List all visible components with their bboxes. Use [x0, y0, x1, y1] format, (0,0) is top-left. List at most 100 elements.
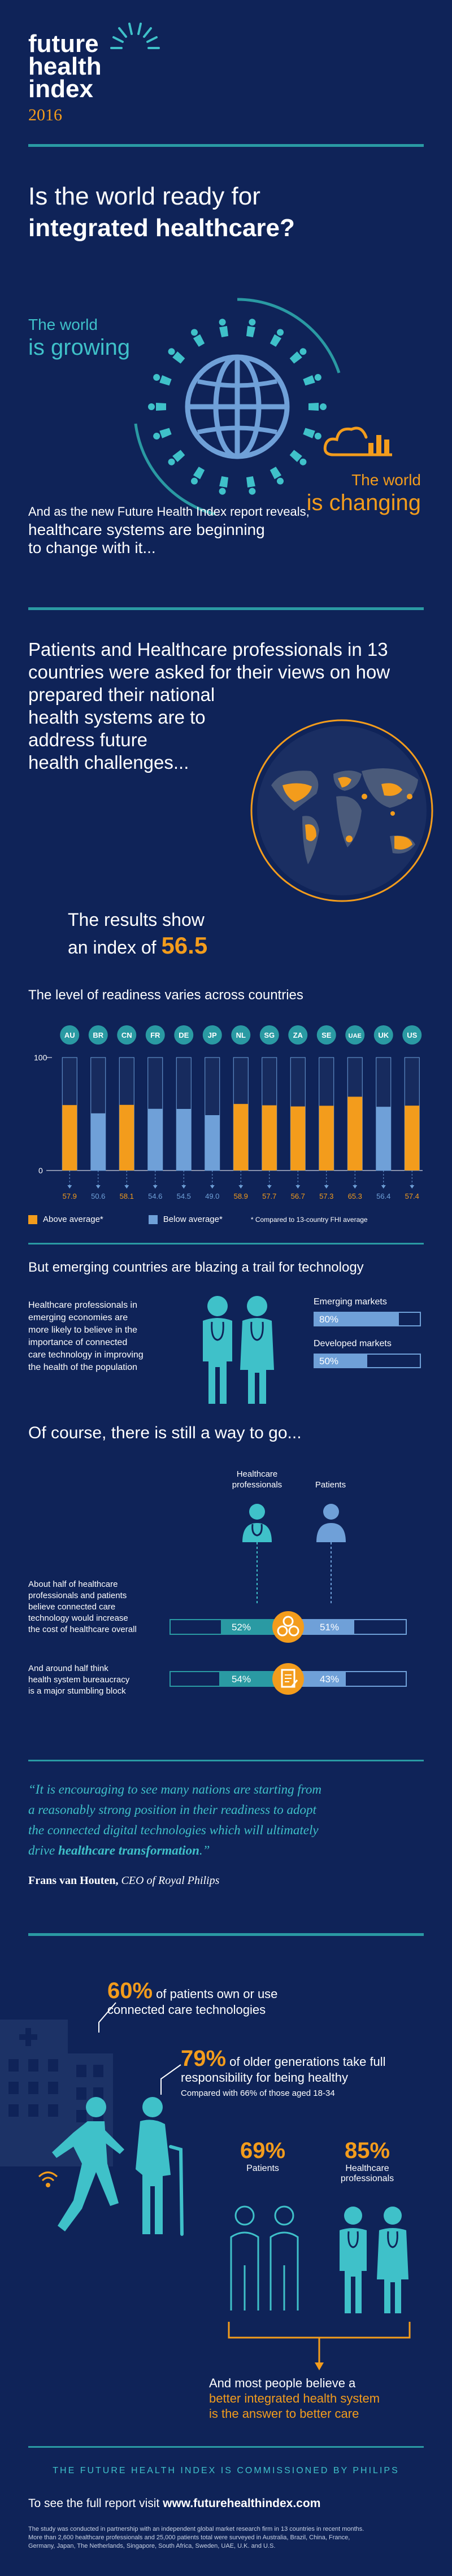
visit-prefix: To see the full report visit: [28, 2497, 163, 2510]
country-label: DE: [179, 1031, 189, 1039]
stat-2-text: of older generations take full: [226, 2055, 386, 2069]
professionals-icon: [331, 2203, 415, 2316]
quote-line: “It is encouraging to see many nations a…: [28, 1779, 424, 1800]
bar-BR: [91, 1113, 106, 1170]
q2-text: And around half think health system bure…: [28, 1663, 129, 1697]
stat-4-big: 85%: [325, 2138, 410, 2164]
results-prefix: an index of: [68, 937, 157, 958]
value-label: 58.9: [234, 1192, 248, 1200]
bar-arrow: [267, 1185, 272, 1189]
y-tick-label: 0: [38, 1166, 43, 1175]
bar-arrow: [410, 1185, 414, 1189]
ring-person-icon: [289, 450, 308, 467]
stat-2-big: 79%: [181, 2046, 226, 2071]
q1-hp-bar: 52%: [169, 1619, 277, 1635]
stat-5-line-a: And most people believe a: [209, 2375, 380, 2391]
ring-person-icon: [303, 372, 323, 386]
q1-line: believe connected care: [28, 1602, 137, 1613]
ring-person-icon: [218, 476, 229, 495]
legend-below: Below average*: [163, 1215, 223, 1224]
divider: [28, 2446, 424, 2448]
stat-2-pointer: [147, 2062, 186, 2096]
visit-text: To see the full report visit www.futureh…: [28, 2497, 320, 2510]
headline: Is the world ready for integrated health…: [28, 181, 295, 244]
logo-year: 2016: [28, 104, 102, 127]
bar-arrow: [238, 1185, 243, 1189]
logo-line-2: health: [28, 55, 102, 78]
emerging-markets-label: Emerging markets: [314, 1297, 387, 1307]
survey-line: prepared their national: [28, 684, 390, 706]
way-connectors: [220, 1542, 333, 1610]
logo-line-3: index: [28, 78, 102, 101]
value-label: 58.1: [120, 1192, 134, 1200]
world-map-circle: [249, 717, 435, 904]
website-link[interactable]: www.futurehealthindex.com: [163, 2497, 320, 2510]
quote-line: a reasonably strong position in their re…: [28, 1800, 424, 1820]
value-label: 54.6: [148, 1192, 162, 1200]
stat-5: And most people believe a better integra…: [209, 2375, 380, 2421]
patients-label: Patients: [299, 1480, 362, 1490]
chart-footnote: * Compared to 13-country FHI average: [251, 1216, 368, 1224]
report-line-2: healthcare systems are beginning: [28, 521, 310, 539]
quote-emphasis: healthcare transformation: [58, 1843, 199, 1857]
hp-person-icon: [240, 1503, 274, 1542]
y-tick-label: 100: [34, 1053, 47, 1062]
stat-5-line-b: better integrated health system: [209, 2391, 380, 2406]
bar-arrow: [124, 1185, 129, 1189]
country-label: ZA: [293, 1031, 303, 1039]
chart-legend: Above average* Below average* * Compared…: [28, 1215, 368, 1224]
report-text: And as the new Future Health Index repor…: [28, 503, 310, 557]
q1-line: the cost of healthcare overall: [28, 1624, 137, 1635]
ring-person-icon: [152, 372, 172, 386]
footer-note-line: More than 2,600 healthcare professionals…: [28, 2534, 424, 2542]
country-label: SE: [321, 1031, 332, 1039]
author-role: CEO of Royal Philips: [118, 1874, 219, 1887]
ring-person-icon: [246, 476, 257, 495]
bar-ZA: [290, 1107, 305, 1170]
q2-hp-value: 54%: [232, 1674, 251, 1685]
emerging-line: more likely to believe in the: [28, 1324, 144, 1337]
q1-patient-value: 51%: [320, 1622, 339, 1633]
quote-last-c: .”: [199, 1843, 210, 1857]
bar-NL: [233, 1104, 248, 1170]
value-label: 57.4: [405, 1192, 419, 1200]
author-name: Frans van Houten,: [28, 1874, 118, 1887]
ring-person-icon: [166, 450, 185, 467]
emerging-markets-bar: 80%: [314, 1312, 421, 1326]
bar-arrow: [353, 1185, 357, 1189]
ring-person-icon: [270, 467, 285, 486]
wifi-icon: [39, 2173, 57, 2181]
value-label: 49.0: [205, 1192, 219, 1200]
logo-burst-icon: [110, 23, 161, 73]
stat-1-pointer: [88, 2000, 121, 2034]
ring-person-icon: [218, 318, 229, 337]
q2-hp-bar: 54%: [169, 1671, 277, 1687]
country-label: NL: [236, 1031, 246, 1039]
value-label: 65.3: [348, 1192, 362, 1200]
coins-icon: [271, 1610, 305, 1644]
country-label: AU: [64, 1031, 75, 1039]
ring-person-icon: [152, 428, 172, 441]
bar-US: [405, 1106, 419, 1170]
emerging-line: importance of connected: [28, 1337, 144, 1349]
bar-SE: [319, 1106, 334, 1170]
q2-line: And around half think: [28, 1663, 129, 1674]
q1-line: technology would increase: [28, 1613, 137, 1624]
ring-person-icon: [189, 467, 205, 486]
stat-1: 60% of patients own or use connected car…: [107, 1983, 277, 2018]
emerging-title: But emerging countries are blazing a tra…: [28, 1260, 364, 1276]
footer-note-line: Germany, Japan, The Netherlands, Singapo…: [28, 2542, 424, 2551]
divider: [28, 1760, 424, 1761]
results-line-a: The results show: [68, 907, 207, 933]
bar-SG: [262, 1106, 277, 1170]
stat-3: 69% Patients: [223, 2138, 302, 2174]
q1-hp-value: 52%: [232, 1622, 251, 1633]
emerging-markets-value: 80%: [319, 1314, 338, 1325]
emerging-line: Healthcare professionals in: [28, 1299, 144, 1312]
quote-author: Frans van Houten, CEO of Royal Philips: [28, 1874, 219, 1887]
country-label: UAE: [349, 1033, 362, 1039]
quote-line: the connected digital technologies which…: [28, 1820, 424, 1840]
results-line-b: an index of 56.5: [68, 933, 207, 960]
q2-patient-bar: 43%: [299, 1671, 407, 1687]
ring-person-icon: [148, 403, 166, 411]
